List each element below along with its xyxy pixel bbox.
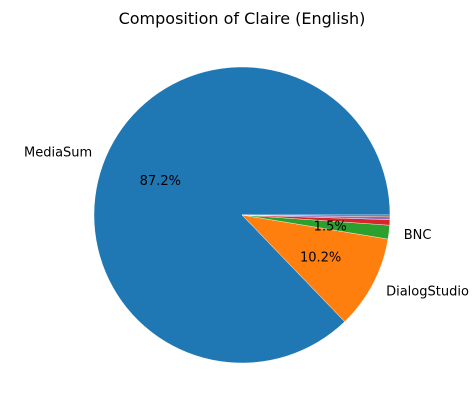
slice-label: DialogStudio — [386, 285, 469, 300]
chart-title: Composition of Claire (English) — [119, 9, 366, 28]
pie-slice-other-5 — [241, 214, 391, 218]
pie-slices — [93, 66, 391, 364]
slice-label: MediaSum — [24, 145, 92, 160]
percent-label: 1.5% — [314, 219, 347, 234]
percent-label: 10.2% — [300, 250, 341, 265]
pie-slice-dialogstudio — [241, 214, 389, 322]
pie-labels: MediaSum 87.2% DialogStudio 10.2% BNC 1.5% — [24, 145, 469, 299]
slice-label: BNC — [404, 228, 432, 243]
percent-label: 87.2% — [140, 174, 181, 189]
